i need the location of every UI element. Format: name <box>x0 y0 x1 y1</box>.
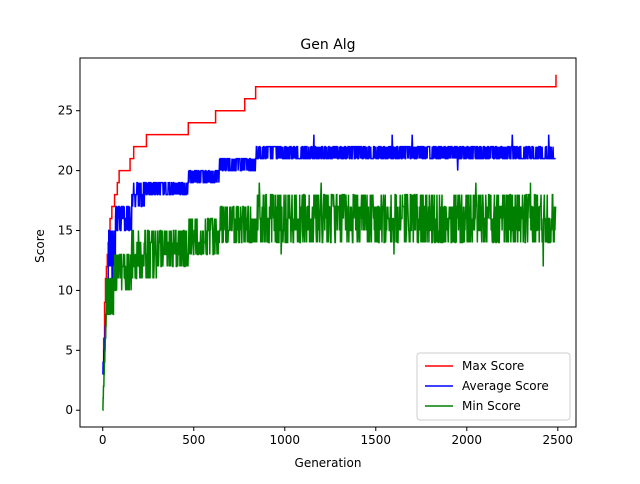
series-line-max-score <box>102 74 557 376</box>
y-axis-label: Score <box>33 229 47 263</box>
legend-label-2: Min Score <box>462 399 521 413</box>
y-tick-label: 15 <box>58 224 73 238</box>
x-axis-label: Generation <box>295 456 362 470</box>
axes-layer: 0 500 1000 1500 2000 2500 0 5 10 15 20 25 <box>58 57 577 447</box>
y-tick-label: 25 <box>58 104 73 118</box>
x-tick-label: 1500 <box>361 433 392 447</box>
legend: Max Score Average Score Min Score <box>416 352 571 421</box>
x-tick-label: 1000 <box>269 433 300 447</box>
series-line-average-score <box>102 134 556 376</box>
legend-label-1: Average Score <box>462 379 549 393</box>
series-line-min-score <box>102 182 557 411</box>
plot-frame <box>79 57 577 428</box>
y-tick-label: 0 <box>65 403 73 417</box>
y-tick-label: 10 <box>58 283 73 297</box>
series-layer <box>102 74 557 411</box>
legend-label-0: Max Score <box>462 359 524 373</box>
y-tick-label: 20 <box>58 164 73 178</box>
legend-box <box>416 352 571 421</box>
x-tick-label: 2500 <box>543 433 574 447</box>
x-tick-label: 0 <box>99 433 107 447</box>
chart-title: Gen Alg <box>300 37 355 53</box>
x-tick-label: 500 <box>182 433 205 447</box>
y-tick-label: 5 <box>65 343 73 357</box>
x-tick-label: 2000 <box>452 433 483 447</box>
